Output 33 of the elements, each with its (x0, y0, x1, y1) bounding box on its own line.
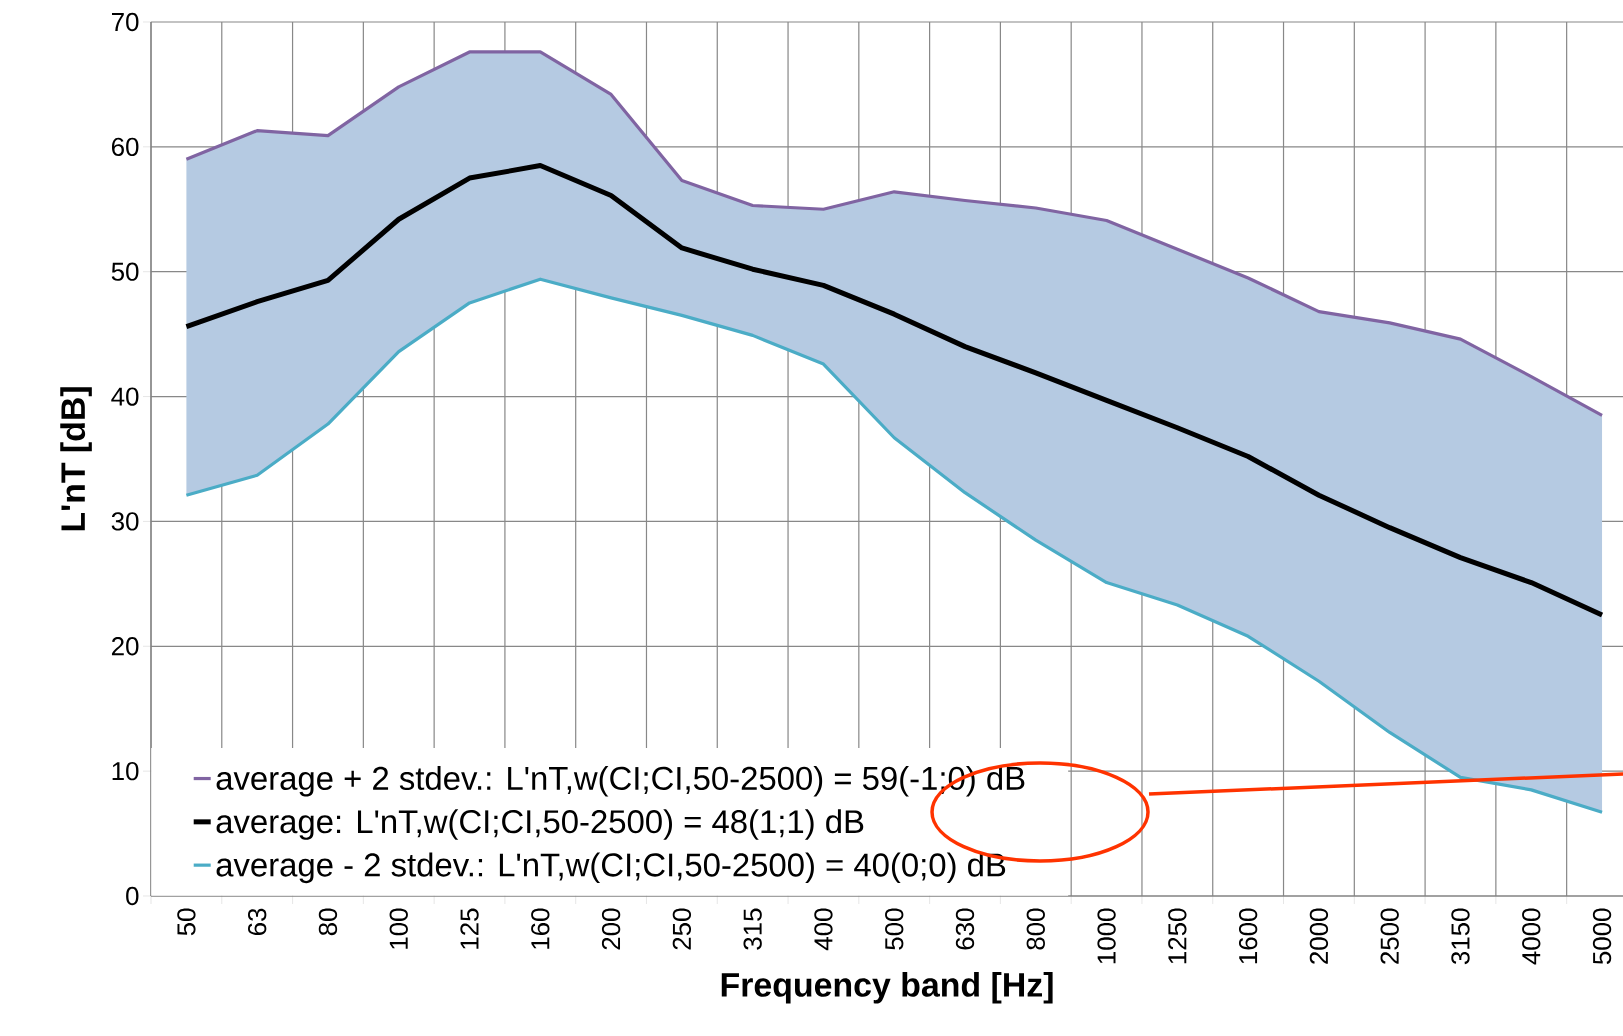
y-tick-label: 40 (111, 387, 139, 406)
x-tick-label: 160 (531, 908, 550, 949)
x-tick-label: 315 (743, 908, 762, 950)
x-tick-label: 125 (460, 908, 479, 949)
x-tick-label: 50 (177, 908, 196, 936)
line-series (184, 50, 1604, 417)
y-axis-title: L'nT [dB] (60, 387, 92, 531)
y-tick-label: 30 (111, 512, 139, 531)
x-tick-label: 500 (885, 908, 904, 950)
x-tick-label: 800 (1026, 908, 1045, 950)
y-tick-label: 70 (112, 12, 139, 32)
x-tick-label: 400 (814, 908, 833, 951)
x-tick-label: 1000 (1097, 908, 1116, 964)
x-tick-label: 200 (601, 908, 621, 950)
x-tick-label: 2500 (1380, 908, 1399, 964)
x-tick-label: 250 (672, 908, 692, 950)
x-tick-label: 1600 (1238, 908, 1258, 964)
x-tick-label: 4000 (1522, 908, 1541, 965)
x-tick-label: 63 (248, 908, 267, 936)
x-tick-label: 3150 (1451, 908, 1470, 965)
x-tick-label: 1250 (1168, 908, 1187, 964)
x-tick-label: 2000 (1309, 908, 1329, 964)
y-tick-label: 0 (126, 886, 139, 906)
y-tick-label: 50 (111, 262, 139, 281)
legend-label: average: L'nT,w(CI;CI,50-2500) = 48(1;1) dB (216, 809, 864, 840)
y-tick-label: 20 (111, 637, 139, 656)
x-axis-title: Frequency band [Hz] (721, 971, 1053, 1004)
x-tick-label: 100 (389, 908, 408, 949)
x-tick-label: 630 (955, 908, 975, 950)
y-tick-label: 60 (111, 137, 139, 157)
x-tick-label: 5000 (1592, 908, 1612, 965)
y-tick-label: 10 (112, 761, 139, 781)
x-tick-label: 80 (318, 908, 338, 936)
